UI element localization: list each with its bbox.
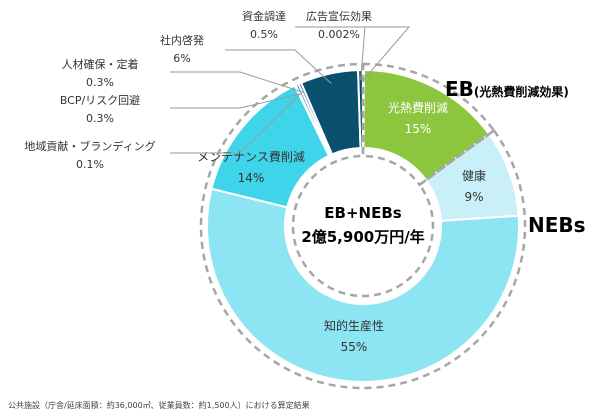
callout-value-10: 0.002% [318,28,360,41]
callout-value-7: 0.3% [86,76,114,89]
chart-footnote: 公共施設（庁舎/延床面積：約36,000㎡、従業員数：約1,500人）における算… [8,401,310,410]
callout-value-9: 0.5% [250,28,278,41]
slice-value-4: 14% [238,171,265,185]
callout-value-5: 0.1% [76,158,104,171]
slice-label-2: 健康 [462,168,486,183]
callout-value-6: 0.3% [86,112,114,125]
callout-label-8: 社内啓発 [160,33,204,47]
center-label-line-1: EB+NEBs [324,204,401,222]
callout-value-8: 6% [173,52,190,65]
leader-line-5 [170,94,301,154]
slice-value-3: 55% [341,340,368,354]
slice-value-1: 15% [405,122,432,136]
group-label-nebs: NEBs [528,213,586,237]
leader-line-10 [339,26,411,81]
nebs-dashed-outline [199,62,527,390]
center-label-line-2: 2億5,900万円/年 [301,228,424,246]
leader-line-8 [225,49,332,84]
slice-value-2: 9% [464,190,483,204]
slice-label-3: 知的生産性 [324,318,384,333]
callout-label-7: 人材確保・定着 [62,57,139,71]
callout-label-10: 広告宣伝効果 [306,9,372,23]
group-label-eb-main: EB [445,77,474,101]
donut-chart: 光熱費削減 15% 健康 9% 知的生産性 55% メンテナンス費削減 14% 地域貢献・ブラン… [24,9,586,390]
donut-slice-3 [206,187,520,383]
callout-label-6: BCP/リスク回避 [60,93,140,107]
callout-label-9: 資金調達 [242,9,286,23]
slice-label-4: メンテナンス費削減 [197,149,305,164]
group-label-eb-sub: (光熱費削減効果) [474,84,569,99]
slice-label-1: 光熱費削減 [388,100,448,115]
eb-dashed-outline [361,62,496,187]
leader-line-6 [170,93,302,109]
callout-label-5: 地域貢献・ブランディング [24,139,155,153]
group-label-eb: EB(光熱費削減効果) [445,77,569,101]
donut-slice-1 [362,68,491,182]
leader-line-7 [170,71,305,93]
